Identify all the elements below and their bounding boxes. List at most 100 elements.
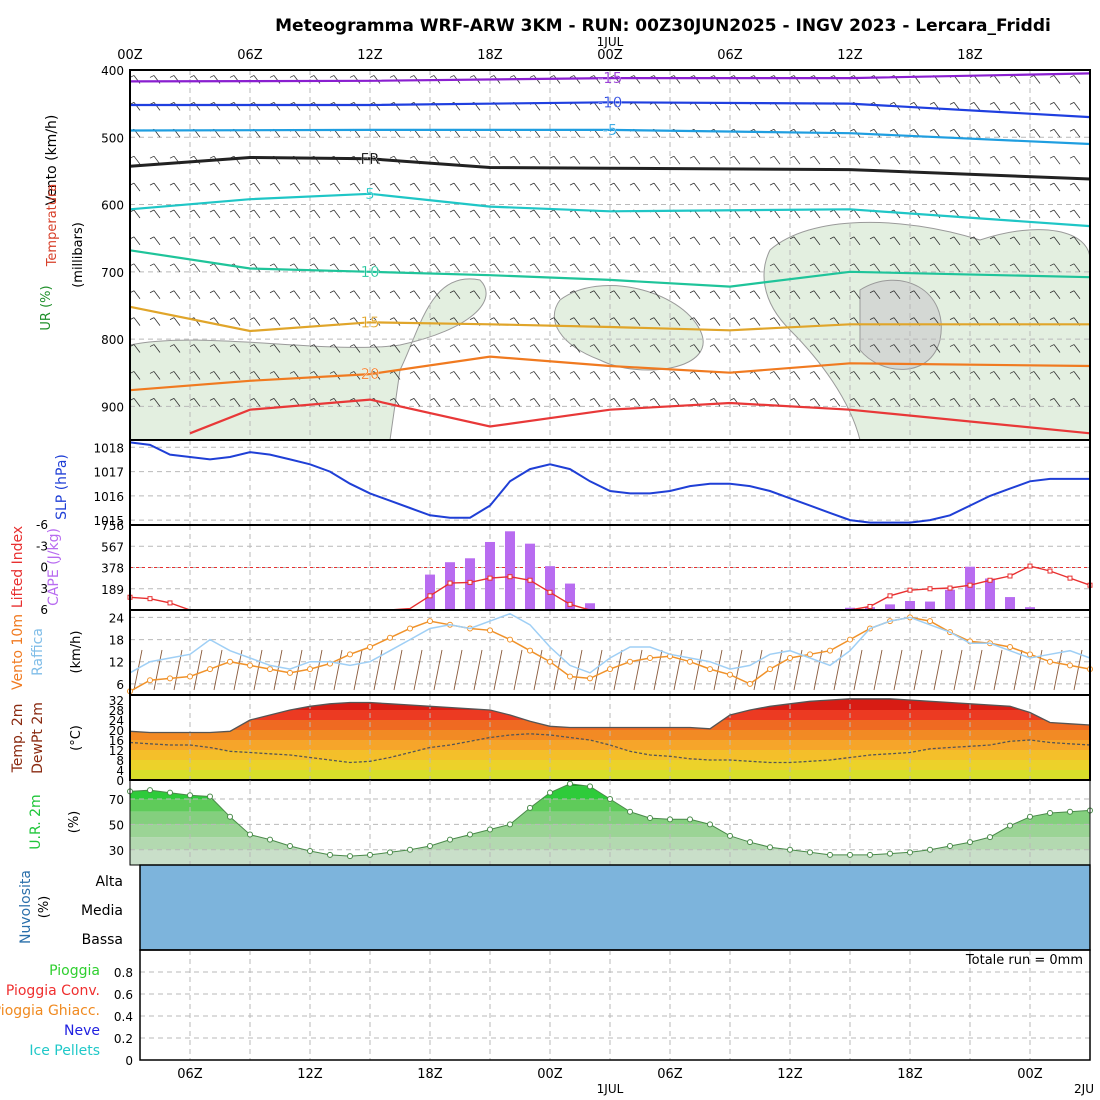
wind-barb [749,75,761,84]
rh-point [647,815,653,822]
wind-barb [249,75,261,84]
wind-barb [1009,75,1021,84]
wind-barb [969,102,981,111]
top-date-label: 1JUL [597,35,624,49]
wind-barb [889,182,901,192]
wind-barb [729,344,741,353]
cape-tick-label: 378 [101,562,124,576]
wind-arrow [813,649,823,691]
rh-point [907,849,913,856]
wind-barb [829,371,841,380]
wind-barb [889,371,901,380]
wind-barb [489,236,501,246]
wind-barb [849,155,861,165]
wind-barb [629,398,641,407]
wind-barb [769,209,781,219]
wind-barb [449,371,461,380]
temp-tick-label: 28 [109,704,124,718]
wind-barb [649,398,661,407]
wind-barb [589,290,601,299]
wind-barb [1069,344,1081,353]
wind-barb [369,344,381,353]
rh-point [147,787,153,794]
wind-barb [529,398,541,407]
wind-barb [409,398,421,407]
wind-barb [929,344,941,353]
wind-barb [869,344,881,353]
wind-barb [689,290,701,299]
wind-barb [989,102,1001,111]
wind-barb [909,182,921,192]
temp-tick-label: 20 [109,724,124,738]
isotherm-label: -10 [598,93,623,111]
wind-barb [809,236,821,246]
wind-barb [969,182,981,192]
rh-unit-label: (%) [67,811,82,834]
wind-barb [409,236,421,246]
wind10-ylabel: Vento 10m [10,614,26,690]
isotherm-line [189,398,1091,435]
wind-barb [809,209,821,219]
wind-barb [949,236,961,246]
wind-barb [169,344,181,353]
humidity-side-label: UR (%) [39,285,54,330]
wind-barb [429,263,441,273]
rh-point [887,850,893,857]
wind-barb [529,290,541,299]
isotherm-line [129,128,1091,146]
wind-barb [849,236,861,246]
temp-ylabel: Temp. 2m [10,704,26,774]
wind-barb [509,290,521,299]
wind-barb [809,371,821,380]
wind-barb [949,398,961,407]
wind-barb [229,182,241,192]
wind-barb [1049,371,1061,380]
wind-barb [949,344,961,353]
wind-barb [789,236,801,246]
wind-barb [189,263,201,273]
wind-barb [309,398,321,407]
wind-barb [689,344,701,353]
wind-barb [1069,155,1081,165]
wind10-point [567,673,573,680]
rh-point [327,851,333,858]
wind-barb [809,290,821,299]
wind-barb [889,155,901,165]
wind-barb [769,317,781,326]
wind-barb [589,344,601,353]
bottom-time-label: 00Z [537,1067,563,1082]
li-point [447,580,453,586]
wind-barb [769,75,781,84]
wind-barb [749,344,761,353]
wind-arrow [953,649,963,691]
li-point [147,596,153,602]
wind-barb [769,344,781,353]
wind-barb [509,209,521,219]
wind-barb [489,290,501,299]
wind10-point [607,666,613,673]
wind-barb [489,398,501,407]
wind-barb [609,290,621,299]
slp-tick-label: 1018 [93,441,124,455]
wind-barb [969,344,981,353]
wind-barb [509,155,521,165]
wind-barb [449,182,461,192]
wind-barb [909,398,921,407]
li-point [527,577,533,583]
wind-barb [449,263,461,273]
isotherm-label: -5 [603,121,618,139]
wind-arrow [333,649,343,691]
wind-barb [269,236,281,246]
wind-barb [649,75,661,84]
wind-arrow [1053,649,1063,691]
wind-barb [809,75,821,84]
wind-barb [329,290,341,299]
precip-tick-label: 0 [125,1054,133,1068]
wind-barb [269,209,281,219]
wind-barb [769,371,781,380]
wind-barb [349,398,361,407]
rh-point [947,842,953,849]
wind-barb [589,398,601,407]
wind-barb [749,263,761,273]
bottom-time-label: 06Z [657,1067,683,1082]
